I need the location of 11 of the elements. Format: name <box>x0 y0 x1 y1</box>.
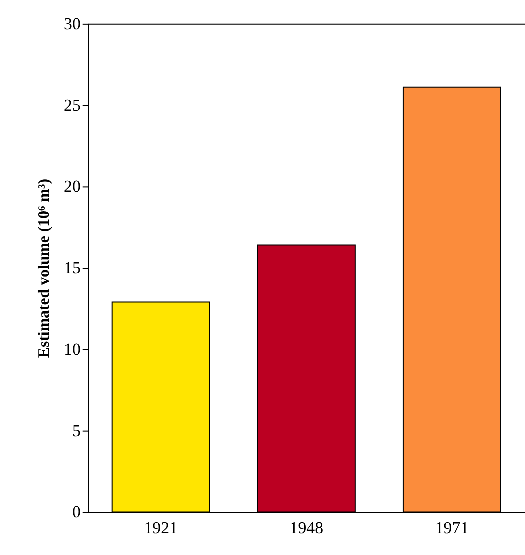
y-tick-label: 30 <box>64 14 81 34</box>
y-tick-label: 10 <box>64 340 81 359</box>
y-tick-label: 25 <box>64 96 81 115</box>
x-tick-label: 1948 <box>290 518 324 538</box>
y-tick-label: 5 <box>72 421 81 440</box>
y-tick-label: 0 <box>72 502 81 522</box>
y-axis-title: Estimated volume (10⁶ m³) <box>36 179 54 358</box>
x-tick-label: 1971 <box>435 518 470 538</box>
x-tick-label: 1921 <box>144 518 178 538</box>
y-tick-label: 20 <box>64 177 81 196</box>
y-tick-label: 15 <box>64 258 81 278</box>
